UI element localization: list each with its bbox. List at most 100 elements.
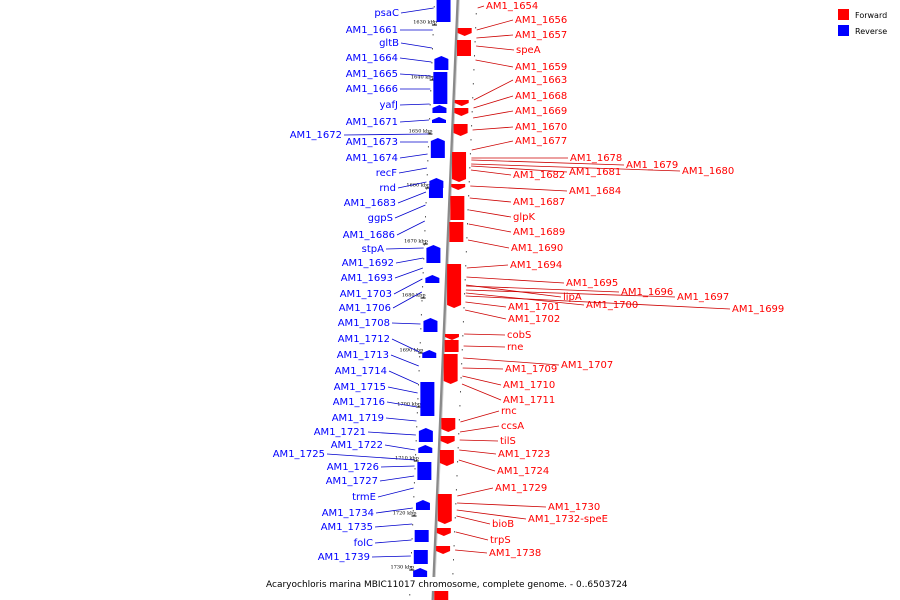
forward-gene-label[interactable]: tilS [500,436,516,447]
forward-gene-feature[interactable] [452,152,467,182]
forward-gene-feature[interactable] [441,418,456,432]
reverse-gene-label[interactable]: AM1_1722 [331,440,383,451]
forward-gene-label[interactable]: AM1_1699 [732,304,784,315]
reverse-gene-label[interactable]: AM1_1683 [344,198,396,209]
reverse-gene-label[interactable]: gltB [379,38,399,49]
reverse-gene-label[interactable]: AM1_1719 [332,413,384,424]
reverse-gene-feature[interactable] [436,0,451,22]
forward-gene-feature[interactable] [454,100,469,106]
forward-gene-label[interactable]: AM1_1738 [489,548,541,559]
reverse-gene-label[interactable]: rnd [379,183,396,194]
forward-gene-label[interactable]: AM1_1659 [515,62,567,73]
forward-gene-label[interactable]: AM1_1690 [511,243,563,254]
reverse-gene-feature[interactable] [425,275,440,283]
forward-gene-label[interactable]: trpS [490,535,511,546]
forward-gene-label[interactable]: rnc [501,406,517,417]
reverse-gene-label[interactable]: AM1_1716 [333,397,385,408]
reverse-gene-feature[interactable] [418,445,433,453]
forward-gene-feature[interactable] [453,124,468,136]
forward-gene-feature[interactable] [444,340,459,352]
forward-gene-feature[interactable] [447,264,462,308]
forward-gene-label[interactable]: AM1_1707 [561,360,613,371]
forward-gene-feature[interactable] [440,436,455,444]
forward-gene-feature[interactable] [449,222,464,242]
reverse-gene-label[interactable]: AM1_1713 [337,350,389,361]
forward-gene-label[interactable]: AM1_1656 [515,15,567,26]
forward-gene-feature[interactable] [437,494,452,524]
forward-gene-label[interactable]: AM1_1678 [570,153,622,164]
forward-gene-label[interactable]: AM1_1689 [513,227,565,238]
forward-gene-label[interactable]: bioB [492,519,514,530]
forward-gene-feature[interactable] [436,528,451,536]
reverse-gene-label[interactable]: AM1_1672 [290,130,342,141]
forward-gene-label[interactable]: AM1_1700 [586,300,638,311]
forward-gene-feature[interactable] [457,28,472,36]
forward-gene-feature[interactable] [443,354,458,384]
forward-gene-label[interactable]: AM1_1732-speE [528,514,608,525]
forward-gene-feature[interactable] [436,546,451,554]
forward-gene-label[interactable]: AM1_1702 [508,314,560,325]
forward-gene-label[interactable]: AM1_1710 [503,380,555,391]
forward-gene-label[interactable]: AM1_1682 [513,170,565,181]
forward-gene-label[interactable]: AM1_1730 [548,502,600,513]
reverse-gene-label[interactable]: ggpS [368,213,393,224]
forward-gene-label[interactable]: rne [507,342,523,353]
reverse-gene-label[interactable]: AM1_1706 [339,303,391,314]
reverse-gene-label[interactable]: AM1_1727 [326,476,378,487]
reverse-gene-label[interactable]: AM1_1712 [338,334,390,345]
forward-gene-label[interactable]: glpK [513,212,535,223]
reverse-gene-label[interactable]: stpA [362,244,384,255]
forward-gene-label[interactable]: AM1_1687 [513,197,565,208]
forward-gene-label[interactable]: AM1_1697 [677,292,729,303]
forward-gene-label[interactable]: AM1_1681 [569,167,621,178]
reverse-gene-label[interactable]: AM1_1726 [327,462,379,473]
reverse-gene-feature[interactable] [422,350,437,358]
forward-gene-label[interactable]: AM1_1723 [498,449,550,460]
reverse-gene-label[interactable]: psaC [374,8,399,19]
forward-gene-label[interactable]: cobS [507,330,531,341]
forward-gene-label[interactable]: ccsA [501,421,524,432]
forward-gene-label[interactable]: speA [516,45,541,56]
reverse-gene-feature[interactable] [426,245,441,263]
reverse-gene-label[interactable]: AM1_1673 [346,137,398,148]
forward-gene-feature[interactable] [439,450,454,466]
reverse-gene-label[interactable]: AM1_1703 [340,289,392,300]
forward-gene-label[interactable]: AM1_1694 [510,260,562,271]
reverse-gene-feature[interactable] [413,568,428,578]
forward-gene-label[interactable]: AM1_1663 [515,75,567,86]
forward-gene-feature[interactable] [450,196,465,220]
reverse-gene-feature[interactable] [428,188,443,198]
reverse-gene-label[interactable]: trmE [352,492,376,503]
forward-gene-label[interactable]: AM1_1684 [569,186,621,197]
forward-gene-label[interactable]: AM1_1680 [682,166,734,177]
reverse-gene-feature[interactable] [430,138,445,158]
forward-gene-feature[interactable] [444,334,459,340]
forward-gene-label[interactable]: AM1_1709 [505,364,557,375]
reverse-gene-feature[interactable] [432,117,446,123]
reverse-gene-label[interactable]: AM1_1734 [322,508,374,519]
reverse-gene-label[interactable]: AM1_1686 [343,230,395,241]
reverse-gene-label[interactable]: AM1_1671 [346,117,398,128]
forward-gene-label[interactable]: AM1_1696 [621,287,673,298]
reverse-gene-feature[interactable] [413,550,428,564]
reverse-gene-label[interactable]: AM1_1692 [342,258,394,269]
forward-gene-feature[interactable] [454,108,469,116]
forward-gene-feature[interactable] [451,184,466,190]
forward-gene-label[interactable]: AM1_1670 [515,122,567,133]
reverse-gene-label[interactable]: yafJ [379,100,398,111]
reverse-gene-label[interactable]: AM1_1714 [335,366,387,377]
reverse-gene-feature[interactable] [434,56,449,70]
forward-gene-label[interactable]: AM1_1701 [508,302,560,313]
reverse-gene-label[interactable]: AM1_1721 [314,427,366,438]
forward-gene-label[interactable]: AM1_1679 [626,160,678,171]
reverse-gene-feature[interactable] [417,462,432,480]
forward-gene-label[interactable]: AM1_1677 [515,136,567,147]
reverse-gene-label[interactable]: AM1_1735 [321,522,373,533]
forward-gene-label[interactable]: lipA [563,292,582,303]
reverse-gene-feature[interactable] [420,382,435,416]
forward-gene-label[interactable]: AM1_1668 [515,91,567,102]
reverse-gene-feature[interactable] [415,500,430,510]
reverse-gene-label[interactable]: AM1_1693 [341,273,393,284]
forward-gene-label[interactable]: AM1_1657 [515,30,567,41]
reverse-gene-label[interactable]: AM1_1708 [338,318,390,329]
